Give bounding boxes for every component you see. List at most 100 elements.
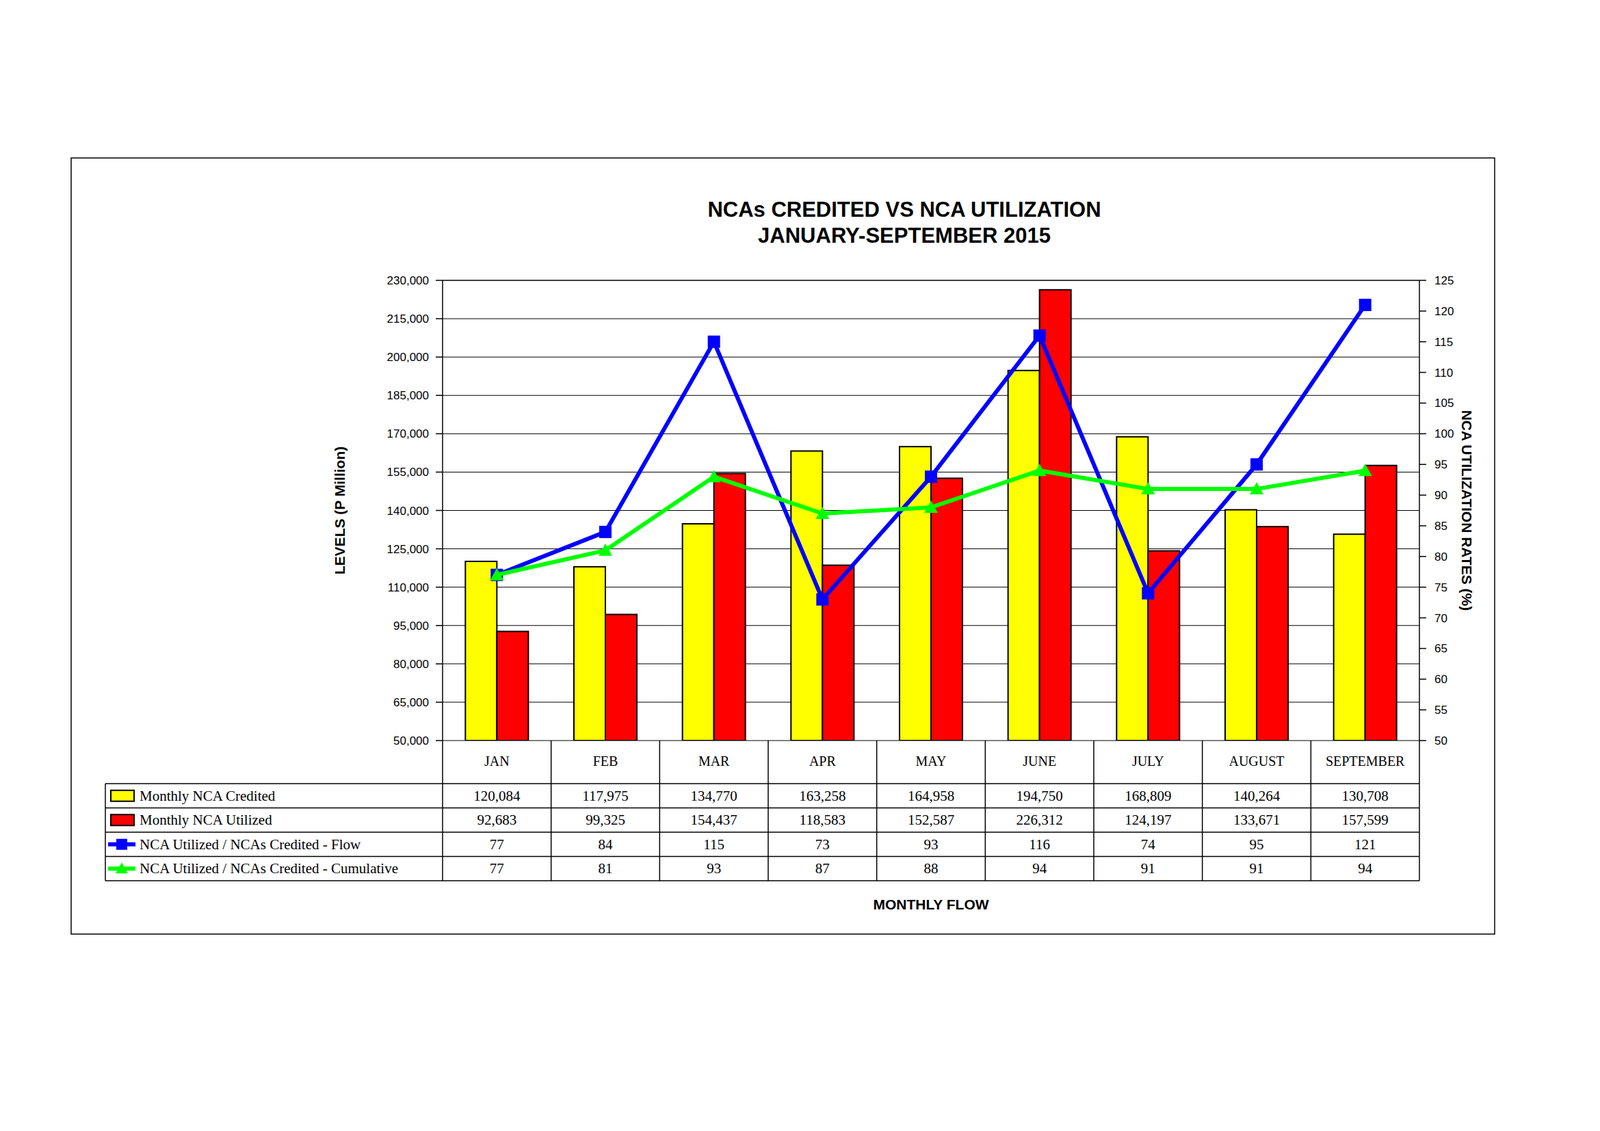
data-label: 164,958 bbox=[907, 788, 955, 805]
marker bbox=[707, 335, 721, 349]
data-label: 140,264 bbox=[1233, 788, 1281, 805]
data-label: 91 bbox=[1249, 860, 1265, 877]
y2-tick-label: 85 bbox=[1434, 519, 1448, 533]
marker bbox=[1359, 298, 1372, 312]
x-tick-label: JAN bbox=[484, 753, 510, 769]
legend-label: NCA Utilized / NCAs Credited - Cumulativ… bbox=[139, 860, 399, 877]
y2-tick bbox=[1419, 279, 1427, 282]
data-label: 134,770 bbox=[690, 788, 738, 805]
data-label: 152,587 bbox=[907, 811, 955, 829]
bar bbox=[1365, 465, 1397, 741]
y-axis bbox=[441, 280, 444, 741]
data-label: 133,671 bbox=[1233, 811, 1280, 829]
table-line bbox=[441, 740, 444, 882]
data-label: 91 bbox=[1141, 860, 1156, 877]
y2-tick bbox=[1419, 556, 1427, 558]
marker bbox=[1141, 587, 1154, 600]
y2-tick-label: 120 bbox=[1434, 305, 1454, 319]
y-tick-label: 80,000 bbox=[393, 658, 429, 672]
grid-line bbox=[442, 433, 1420, 435]
y-tick-label: 185,000 bbox=[387, 389, 429, 403]
x-tick-label: JUNE bbox=[1022, 753, 1057, 769]
table-line bbox=[1201, 740, 1204, 882]
y2-tick-label: 80 bbox=[1434, 550, 1448, 564]
data-label: 154,437 bbox=[690, 811, 738, 829]
bar bbox=[1225, 510, 1257, 741]
y-tick-label: 50,000 bbox=[393, 734, 429, 748]
frame bbox=[71, 158, 1495, 935]
y2-axis bbox=[1418, 280, 1421, 741]
data-label: 94 bbox=[1032, 860, 1048, 877]
y2-tick bbox=[1419, 372, 1427, 374]
y2-tick bbox=[1419, 402, 1427, 405]
line bbox=[496, 470, 1365, 576]
marker bbox=[1141, 482, 1155, 495]
bar bbox=[605, 614, 637, 741]
data-label: 115 bbox=[703, 836, 725, 854]
data-label: 226,312 bbox=[1016, 811, 1064, 829]
grid-line bbox=[442, 395, 1420, 397]
y2-axis-label: NCA UTILIZATION RATES (%) bbox=[1459, 410, 1475, 612]
x-tick-label: MAY bbox=[915, 753, 947, 769]
marker bbox=[1249, 482, 1264, 495]
data-label: 168,809 bbox=[1124, 788, 1172, 805]
y2-tick bbox=[1419, 433, 1427, 436]
legend-label: Monthly NCA Utilized bbox=[139, 811, 273, 829]
table-line bbox=[985, 740, 987, 882]
table-line bbox=[1093, 740, 1095, 882]
y-tick-label: 155,000 bbox=[387, 465, 429, 479]
y-tick-label: 95,000 bbox=[393, 619, 429, 633]
plot-top bbox=[442, 280, 1420, 282]
y-tick bbox=[435, 279, 443, 282]
legend-swatch bbox=[116, 839, 128, 851]
data-label: 120,084 bbox=[473, 788, 521, 805]
table-line bbox=[105, 856, 1420, 858]
marker bbox=[1358, 463, 1373, 477]
x-tick-label: FEB bbox=[593, 753, 619, 769]
data-label: 117,975 bbox=[582, 788, 628, 805]
y-tick-label: 140,000 bbox=[387, 504, 429, 518]
data-table: JANFEBMARAPRMAYJUNEJULYAUGUSTSEPTEMBERMo… bbox=[105, 740, 1420, 882]
y-tick-label: 170,000 bbox=[387, 427, 429, 441]
bar bbox=[465, 561, 497, 741]
data-label: 93 bbox=[924, 836, 939, 854]
y2-tick-label: 100 bbox=[1434, 427, 1454, 441]
marker bbox=[599, 526, 612, 539]
y-tick-label: 125,000 bbox=[387, 543, 429, 557]
table-line bbox=[767, 740, 769, 882]
y-tick bbox=[435, 510, 443, 512]
y-axis-label: LEVELS (P Million) bbox=[331, 446, 348, 575]
grid-line bbox=[442, 318, 1420, 320]
y-tick bbox=[435, 625, 443, 627]
bar bbox=[1147, 551, 1180, 741]
x-axis-label: MONTHLY FLOW bbox=[872, 896, 989, 913]
data-label: 88 bbox=[924, 860, 939, 877]
line bbox=[496, 305, 1365, 600]
y-tick-label: 215,000 bbox=[387, 312, 429, 326]
y2-tick-label: 50 bbox=[1434, 734, 1448, 748]
marker bbox=[1032, 463, 1047, 477]
x-tick-label: JULY bbox=[1132, 753, 1165, 769]
y2-tick-label: 105 bbox=[1434, 396, 1454, 410]
table-line bbox=[105, 880, 1420, 882]
data-label: 84 bbox=[598, 836, 614, 854]
marker bbox=[598, 543, 613, 557]
bar bbox=[496, 631, 529, 741]
y2-tick bbox=[1419, 494, 1427, 496]
legend-swatch bbox=[115, 862, 128, 874]
data-label: 194,750 bbox=[1016, 788, 1064, 805]
y-tick bbox=[435, 740, 443, 742]
y-tick-label: 230,000 bbox=[387, 274, 429, 288]
y2-tick bbox=[1419, 679, 1427, 681]
data-label: 163,258 bbox=[798, 788, 846, 805]
data-label: 94 bbox=[1357, 860, 1373, 877]
bar bbox=[1039, 290, 1072, 741]
data-label: 77 bbox=[489, 836, 505, 854]
table-line bbox=[1418, 740, 1421, 882]
y2-tick-label: 65 bbox=[1434, 642, 1448, 656]
y2-tick bbox=[1419, 617, 1427, 620]
y2-tick bbox=[1419, 463, 1427, 466]
y2-tick-label: 95 bbox=[1434, 458, 1448, 472]
table-line bbox=[1310, 740, 1313, 882]
bar bbox=[1333, 534, 1366, 741]
